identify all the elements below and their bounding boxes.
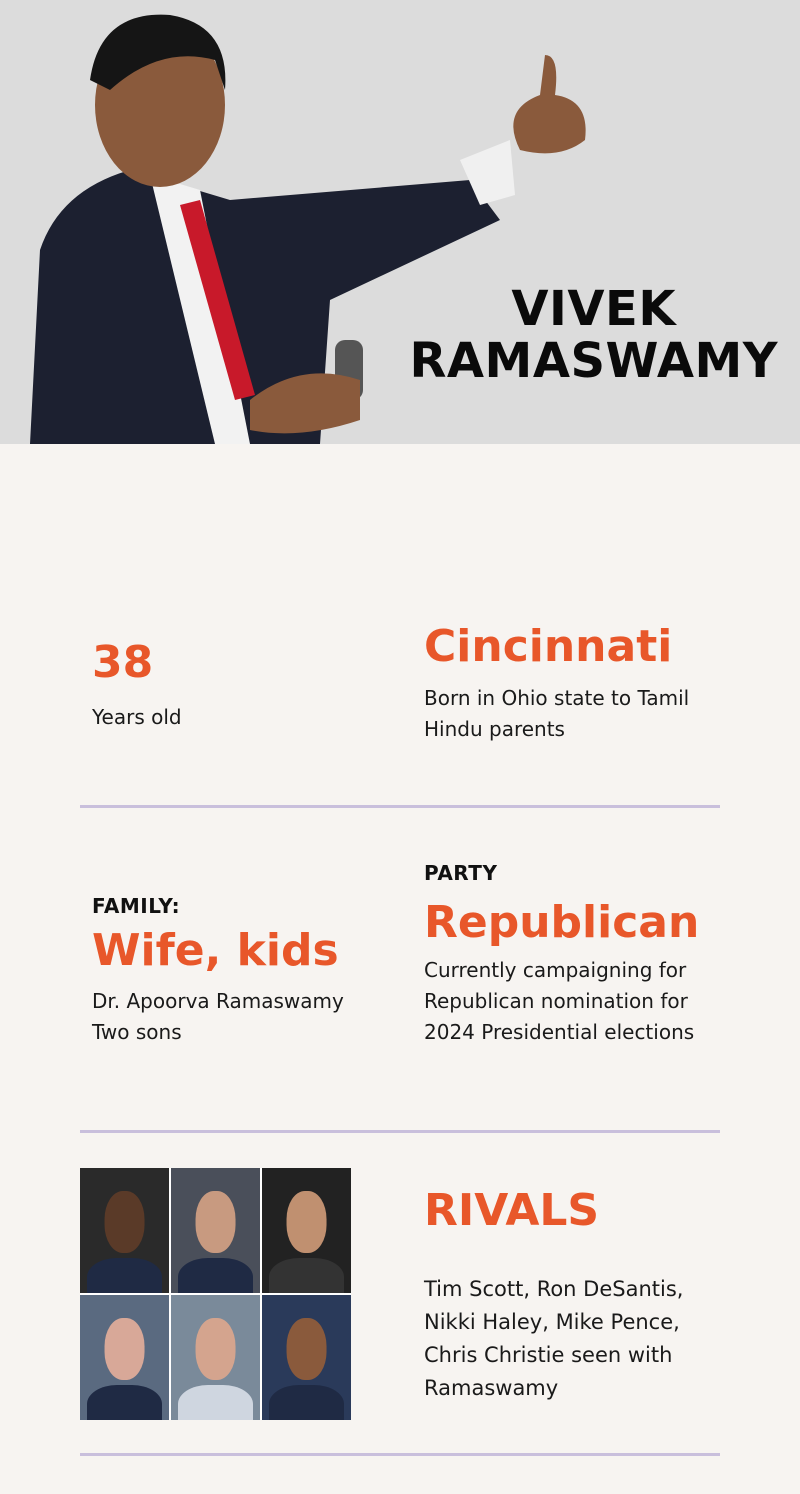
family-label: FAMILY: — [92, 894, 181, 918]
rivals-title: RIVALS — [424, 1185, 600, 1236]
family-caption-line2: Two sons — [92, 1020, 182, 1044]
divider — [80, 805, 720, 808]
divider — [80, 1453, 720, 1456]
party-caption: Currently campaigning for Republican nom… — [424, 958, 695, 1044]
age-caption: Years old — [92, 705, 182, 729]
rivals-photo-collage — [80, 1168, 351, 1420]
rival-photo — [80, 1295, 169, 1420]
party-label: PARTY — [424, 861, 498, 885]
family-value: Wife, kids — [92, 925, 339, 976]
rival-photo — [171, 1295, 260, 1420]
birthplace-value: Cincinnati — [424, 621, 673, 672]
rival-photo — [80, 1168, 169, 1293]
rival-photo — [171, 1168, 260, 1293]
divider — [80, 1130, 720, 1133]
rivals-caption: Tim Scott, Ron DeSantis, Nikki Haley, Mi… — [424, 1277, 684, 1400]
candidate-photo — [30, 14, 586, 444]
family-caption-line1: Dr. Apoorva Ramaswamy — [92, 989, 344, 1013]
hero-banner: VIVEK RAMASWAMY — [0, 0, 800, 444]
age-value: 38 — [92, 637, 154, 688]
rival-photo — [262, 1168, 351, 1293]
candidate-name: VIVEK RAMASWAMY — [409, 281, 778, 389]
birthplace-caption: Born in Ohio state to Tamil Hindu parent… — [424, 686, 690, 741]
party-value: Republican — [424, 897, 700, 948]
rival-photo — [262, 1295, 351, 1420]
